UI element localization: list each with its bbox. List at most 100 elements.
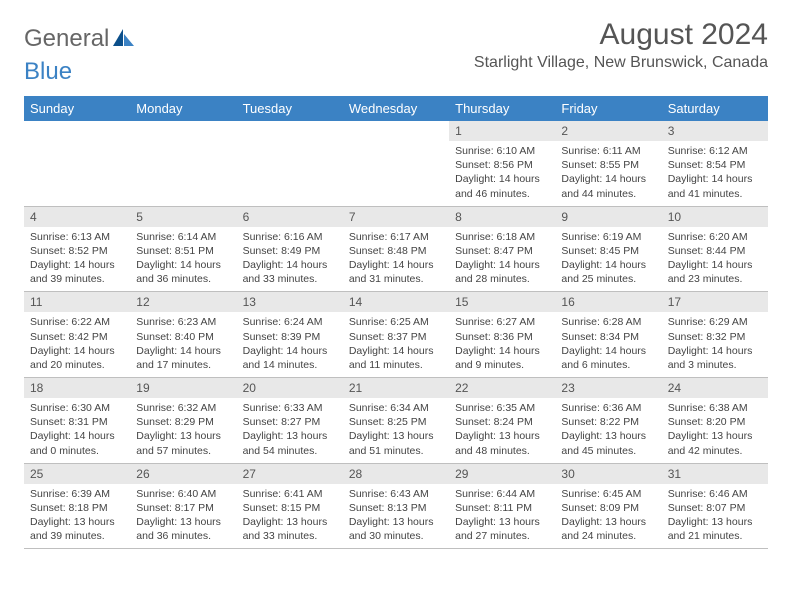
sunrise-text: Sunrise: 6:44 AM [455, 487, 549, 501]
daylight-text: Daylight: 13 hours and 45 minutes. [561, 429, 655, 457]
day-cell [130, 121, 236, 206]
sunset-text: Sunset: 8:25 PM [349, 415, 443, 429]
day-info: Sunrise: 6:10 AMSunset: 8:56 PMDaylight:… [449, 141, 555, 206]
day-cell: 1Sunrise: 6:10 AMSunset: 8:56 PMDaylight… [449, 121, 555, 206]
day-number: 11 [24, 292, 130, 312]
calendar-body: 1Sunrise: 6:10 AMSunset: 8:56 PMDaylight… [24, 121, 768, 549]
daylight-text: Daylight: 14 hours and 23 minutes. [668, 258, 762, 286]
daylight-text: Daylight: 14 hours and 46 minutes. [455, 172, 549, 200]
daylight-text: Daylight: 14 hours and 3 minutes. [668, 344, 762, 372]
day-cell: 23Sunrise: 6:36 AMSunset: 8:22 PMDayligh… [555, 378, 661, 464]
sunset-text: Sunset: 8:36 PM [455, 330, 549, 344]
sunset-text: Sunset: 8:44 PM [668, 244, 762, 258]
day-info [24, 141, 130, 199]
week-row: 11Sunrise: 6:22 AMSunset: 8:42 PMDayligh… [24, 292, 768, 378]
sunset-text: Sunset: 8:20 PM [668, 415, 762, 429]
daylight-text: Daylight: 13 hours and 30 minutes. [349, 515, 443, 543]
day-cell: 6Sunrise: 6:16 AMSunset: 8:49 PMDaylight… [237, 206, 343, 292]
sunset-text: Sunset: 8:07 PM [668, 501, 762, 515]
sunrise-text: Sunrise: 6:19 AM [561, 230, 655, 244]
day-number: 29 [449, 464, 555, 484]
daylight-text: Daylight: 13 hours and 54 minutes. [243, 429, 337, 457]
day-cell [237, 121, 343, 206]
day-cell: 13Sunrise: 6:24 AMSunset: 8:39 PMDayligh… [237, 292, 343, 378]
day-info: Sunrise: 6:39 AMSunset: 8:18 PMDaylight:… [24, 484, 130, 549]
sunset-text: Sunset: 8:13 PM [349, 501, 443, 515]
col-saturday: Saturday [662, 96, 768, 121]
day-number: 22 [449, 378, 555, 398]
daylight-text: Daylight: 13 hours and 36 minutes. [136, 515, 230, 543]
day-number [24, 121, 130, 141]
sunset-text: Sunset: 8:22 PM [561, 415, 655, 429]
day-info: Sunrise: 6:22 AMSunset: 8:42 PMDaylight:… [24, 312, 130, 377]
day-number [237, 121, 343, 141]
day-cell: 9Sunrise: 6:19 AMSunset: 8:45 PMDaylight… [555, 206, 661, 292]
day-cell: 31Sunrise: 6:46 AMSunset: 8:07 PMDayligh… [662, 463, 768, 549]
sunset-text: Sunset: 8:18 PM [30, 501, 124, 515]
sunset-text: Sunset: 8:52 PM [30, 244, 124, 258]
day-info [130, 141, 236, 199]
day-number: 28 [343, 464, 449, 484]
day-cell: 4Sunrise: 6:13 AMSunset: 8:52 PMDaylight… [24, 206, 130, 292]
day-info: Sunrise: 6:23 AMSunset: 8:40 PMDaylight:… [130, 312, 236, 377]
calendar-table: Sunday Monday Tuesday Wednesday Thursday… [24, 96, 768, 549]
day-number [130, 121, 236, 141]
daylight-text: Daylight: 14 hours and 20 minutes. [30, 344, 124, 372]
day-info: Sunrise: 6:13 AMSunset: 8:52 PMDaylight:… [24, 227, 130, 292]
day-info: Sunrise: 6:14 AMSunset: 8:51 PMDaylight:… [130, 227, 236, 292]
day-number: 24 [662, 378, 768, 398]
sunrise-text: Sunrise: 6:23 AM [136, 315, 230, 329]
sunrise-text: Sunrise: 6:27 AM [455, 315, 549, 329]
sunset-text: Sunset: 8:42 PM [30, 330, 124, 344]
daylight-text: Daylight: 14 hours and 14 minutes. [243, 344, 337, 372]
day-info: Sunrise: 6:12 AMSunset: 8:54 PMDaylight:… [662, 141, 768, 206]
logo-text-a: General [24, 25, 109, 53]
sunset-text: Sunset: 8:31 PM [30, 415, 124, 429]
day-cell: 5Sunrise: 6:14 AMSunset: 8:51 PMDaylight… [130, 206, 236, 292]
day-number: 13 [237, 292, 343, 312]
day-info: Sunrise: 6:40 AMSunset: 8:17 PMDaylight:… [130, 484, 236, 549]
sunset-text: Sunset: 8:49 PM [243, 244, 337, 258]
sunset-text: Sunset: 8:51 PM [136, 244, 230, 258]
daylight-text: Daylight: 13 hours and 33 minutes. [243, 515, 337, 543]
daylight-text: Daylight: 14 hours and 31 minutes. [349, 258, 443, 286]
daylight-text: Daylight: 14 hours and 25 minutes. [561, 258, 655, 286]
sunset-text: Sunset: 8:54 PM [668, 158, 762, 172]
day-info: Sunrise: 6:34 AMSunset: 8:25 PMDaylight:… [343, 398, 449, 463]
day-info: Sunrise: 6:19 AMSunset: 8:45 PMDaylight:… [555, 227, 661, 292]
daylight-text: Daylight: 14 hours and 39 minutes. [30, 258, 124, 286]
sunrise-text: Sunrise: 6:45 AM [561, 487, 655, 501]
sunrise-text: Sunrise: 6:43 AM [349, 487, 443, 501]
day-info [343, 141, 449, 199]
daylight-text: Daylight: 13 hours and 39 minutes. [30, 515, 124, 543]
sunrise-text: Sunrise: 6:20 AM [668, 230, 762, 244]
day-cell [24, 121, 130, 206]
sunrise-text: Sunrise: 6:32 AM [136, 401, 230, 415]
day-info: Sunrise: 6:35 AMSunset: 8:24 PMDaylight:… [449, 398, 555, 463]
daylight-text: Daylight: 13 hours and 48 minutes. [455, 429, 549, 457]
daylight-text: Daylight: 13 hours and 42 minutes. [668, 429, 762, 457]
daylight-text: Daylight: 14 hours and 33 minutes. [243, 258, 337, 286]
sunrise-text: Sunrise: 6:29 AM [668, 315, 762, 329]
sunrise-text: Sunrise: 6:18 AM [455, 230, 549, 244]
day-info: Sunrise: 6:38 AMSunset: 8:20 PMDaylight:… [662, 398, 768, 463]
sunset-text: Sunset: 8:45 PM [561, 244, 655, 258]
daylight-text: Daylight: 14 hours and 6 minutes. [561, 344, 655, 372]
daylight-text: Daylight: 13 hours and 27 minutes. [455, 515, 549, 543]
sunrise-text: Sunrise: 6:22 AM [30, 315, 124, 329]
day-cell: 29Sunrise: 6:44 AMSunset: 8:11 PMDayligh… [449, 463, 555, 549]
location: Starlight Village, New Brunswick, Canada [474, 54, 768, 72]
sunrise-text: Sunrise: 6:46 AM [668, 487, 762, 501]
week-row: 25Sunrise: 6:39 AMSunset: 8:18 PMDayligh… [24, 463, 768, 549]
day-info: Sunrise: 6:18 AMSunset: 8:47 PMDaylight:… [449, 227, 555, 292]
day-number [343, 121, 449, 141]
daylight-text: Daylight: 14 hours and 9 minutes. [455, 344, 549, 372]
logo: General [24, 18, 135, 54]
sunrise-text: Sunrise: 6:39 AM [30, 487, 124, 501]
day-cell: 16Sunrise: 6:28 AMSunset: 8:34 PMDayligh… [555, 292, 661, 378]
week-row: 18Sunrise: 6:30 AMSunset: 8:31 PMDayligh… [24, 378, 768, 464]
day-number: 20 [237, 378, 343, 398]
sunset-text: Sunset: 8:15 PM [243, 501, 337, 515]
day-cell: 15Sunrise: 6:27 AMSunset: 8:36 PMDayligh… [449, 292, 555, 378]
sunset-text: Sunset: 8:47 PM [455, 244, 549, 258]
